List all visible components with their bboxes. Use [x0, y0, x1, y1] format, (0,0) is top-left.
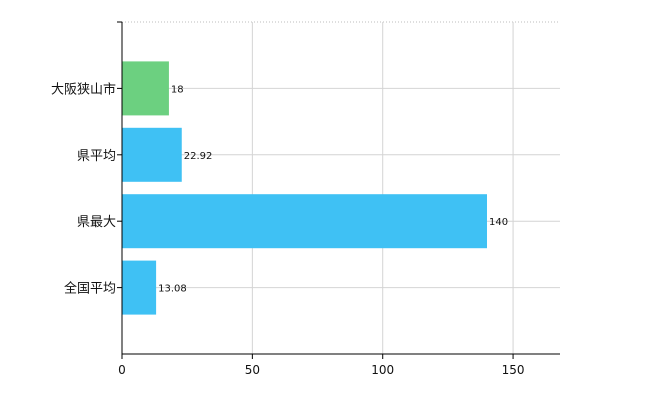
- x-tick-label: 150: [502, 363, 525, 377]
- x-tick-label: 0: [118, 363, 126, 377]
- category-label: 県平均: [77, 149, 116, 164]
- grid-lines: [122, 21, 560, 354]
- bar: [122, 61, 169, 116]
- x-tick-label: 100: [371, 363, 394, 377]
- category-label: 全国平均: [64, 281, 116, 297]
- data-label: 140: [489, 217, 508, 228]
- bar: [122, 194, 487, 249]
- data-label: 22.92: [184, 151, 213, 162]
- bar: [122, 260, 157, 315]
- data-label: 18: [171, 84, 184, 95]
- bar: [122, 127, 182, 182]
- bars: [122, 61, 487, 315]
- x-tick-label: 50: [245, 363, 260, 377]
- category-label: 県最大: [77, 215, 116, 230]
- category-label: 大阪狭山市: [51, 81, 116, 97]
- axes: [117, 21, 560, 359]
- data-label: 13.08: [158, 284, 187, 295]
